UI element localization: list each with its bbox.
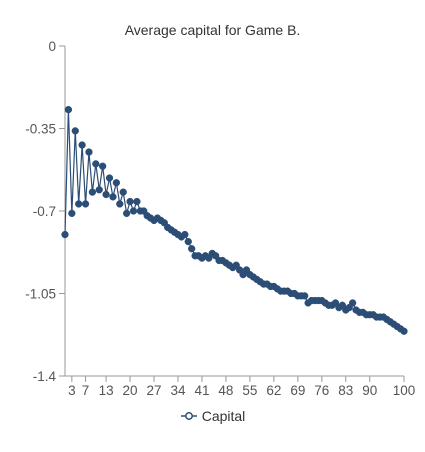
x-tick-label: 7 xyxy=(82,383,90,398)
x-tick-label: 69 xyxy=(290,383,305,398)
data-point xyxy=(119,188,127,196)
x-tick-label: 27 xyxy=(147,383,162,398)
data-point xyxy=(188,245,196,253)
data-point xyxy=(348,299,357,307)
data-point xyxy=(181,230,189,239)
data-point xyxy=(122,209,131,218)
y-tick-label: 0 xyxy=(48,39,56,54)
x-tick-label: 20 xyxy=(123,383,138,398)
legend-label: Capital xyxy=(201,408,246,424)
x-tick-label: 76 xyxy=(314,383,329,398)
data-point xyxy=(109,193,117,201)
data-point xyxy=(102,190,110,199)
x-tick-label: 34 xyxy=(170,383,186,398)
data-point xyxy=(64,105,73,114)
data-point xyxy=(126,197,134,206)
x-tick-label: 55 xyxy=(242,383,257,398)
data-point xyxy=(95,186,103,194)
data-point xyxy=(112,179,121,187)
x-tick-label: 13 xyxy=(99,383,114,398)
x-tick-label: 62 xyxy=(266,383,281,398)
chart-title: Average capital for Game B. xyxy=(124,22,301,38)
data-point xyxy=(85,148,93,156)
data-point xyxy=(99,162,107,170)
data-point xyxy=(78,141,86,149)
x-tick-label: 90 xyxy=(362,383,377,398)
data-point xyxy=(92,160,100,168)
data-point xyxy=(81,200,90,208)
x-tick-label: 100 xyxy=(393,383,416,398)
data-point xyxy=(184,237,192,246)
legend-item-capital[interactable]: Capital xyxy=(180,408,246,424)
legend-marker-icon xyxy=(180,412,197,420)
data-point xyxy=(71,127,79,135)
x-tick-label: 83 xyxy=(338,383,353,398)
y-tick-label: -1.05 xyxy=(25,287,56,302)
x-tick-label: 48 xyxy=(218,383,233,398)
data-point xyxy=(75,200,83,208)
data-point xyxy=(116,200,124,208)
x-tick-label: 3 xyxy=(68,383,76,398)
y-tick-label: -0.7 xyxy=(33,204,56,219)
data-point xyxy=(400,327,408,335)
data-point xyxy=(105,174,114,182)
series-line-capital xyxy=(64,109,405,332)
data-point xyxy=(68,209,76,218)
data-point xyxy=(61,230,69,239)
data-point xyxy=(88,188,97,196)
x-tick-label: 41 xyxy=(194,383,209,398)
y-tick-label: -1.4 xyxy=(33,369,57,384)
data-point xyxy=(301,292,309,300)
data-point xyxy=(133,197,141,206)
y-tick-label: -0.35 xyxy=(25,122,56,137)
legend[interactable]: Capital xyxy=(0,408,425,425)
data-point xyxy=(129,207,138,215)
